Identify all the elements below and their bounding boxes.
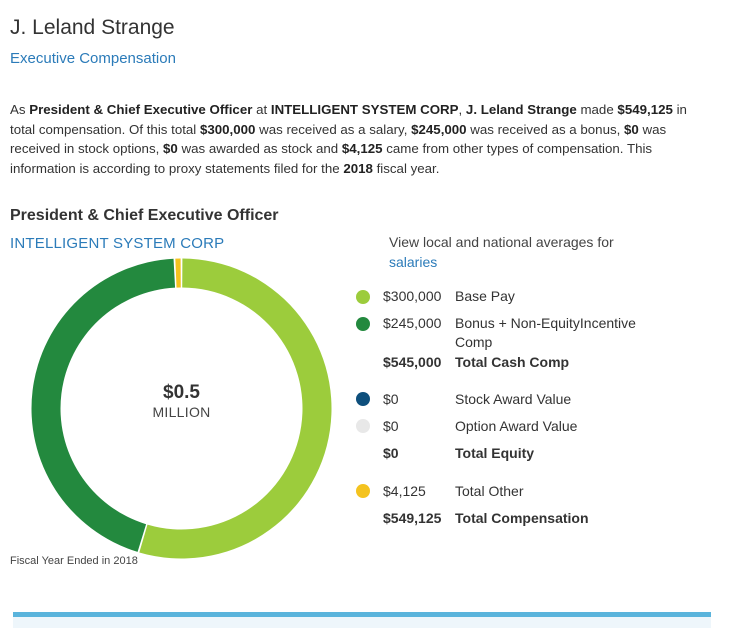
summary-stock: $0 — [163, 141, 178, 156]
bonus-label: Bonus + Non-EquityIncentive Comp — [455, 315, 636, 350]
summary-total: $549,125 — [617, 102, 673, 117]
compensation-donut-chart — [31, 258, 332, 559]
bottom-accent-bar — [13, 612, 711, 617]
total-other-amount: $4,125 — [383, 483, 426, 499]
bonus-legend-dot — [356, 317, 370, 331]
donut-slice-base-pay[interactable] — [139, 258, 332, 559]
executive-name: J. Leland Strange — [10, 16, 175, 39]
company-name: INTELLIGENT SYSTEM CORP — [10, 235, 225, 252]
summary-other: $4,125 — [341, 141, 383, 156]
donut-center-value: $0.5 — [163, 382, 200, 403]
total-equity-label: Total Equity — [455, 445, 535, 461]
donut-slice-total-other[interactable] — [175, 258, 181, 288]
role-heading: President & Chief Executive Officer — [10, 207, 279, 224]
total-other-legend-dot — [356, 484, 370, 498]
compensation-summary: As President & Chief Executive Officer a… — [10, 102, 687, 176]
base-pay-legend-dot — [356, 290, 370, 304]
total-cash-amount: $545,000 — [383, 354, 442, 370]
summary-company: INTELLIGENT SYSTEM CORP — [270, 102, 459, 117]
total-other-label: Total Other — [455, 483, 524, 499]
option-award-label: Option Award Value — [455, 418, 578, 434]
stock-award-legend-dot — [356, 392, 370, 406]
option-award-amount: $0 — [383, 418, 399, 434]
donut-center-unit: MILLION — [152, 404, 211, 420]
total-cash-label: Total Cash Comp — [455, 354, 570, 370]
summary-options: $0 — [624, 121, 639, 137]
summary-year: 2018 — [343, 160, 373, 176]
summary-salary: $300,000 — [199, 121, 256, 137]
total-equity-amount: $0 — [383, 445, 399, 461]
stock-award-amount: $0 — [383, 391, 399, 407]
total-comp-amount: $549,125 — [383, 510, 442, 526]
bonus-amount: $245,000 — [383, 315, 442, 331]
averages-text: View local and national averages for — [389, 234, 614, 250]
page-subtitle: Executive Compensation — [10, 50, 176, 67]
option-award-legend-dot — [356, 419, 370, 433]
donut-slice-bonus-non-equityincentive-comp[interactable] — [31, 258, 176, 552]
salaries-link[interactable]: salaries — [389, 254, 438, 270]
stock-award-label: Stock Award Value — [455, 391, 572, 407]
total-comp-label: Total Compensation — [455, 510, 589, 526]
summary-role: President & Chief Executive Officer — [29, 102, 253, 117]
fiscal-year-note: Fiscal Year Ended in 2018 — [10, 555, 138, 567]
base-pay-amount: $300,000 — [383, 288, 442, 304]
bottom-panel-edge — [13, 617, 711, 628]
base-pay-label: Base Pay — [455, 288, 515, 304]
summary-bonus: $245,000 — [411, 121, 467, 137]
summary-name: J. Leland Strange — [465, 102, 577, 117]
